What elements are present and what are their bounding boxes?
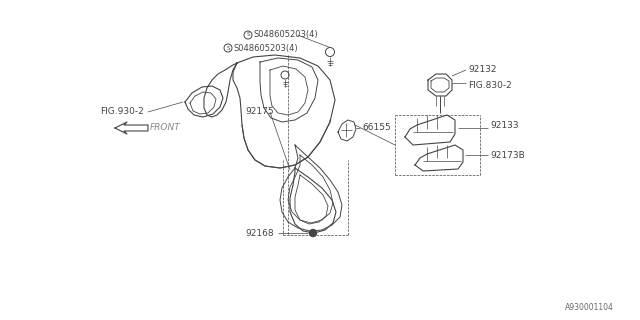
- Text: 92168: 92168: [245, 228, 274, 237]
- Text: S048605203(4): S048605203(4): [253, 30, 317, 39]
- Text: 92173B: 92173B: [490, 150, 525, 159]
- Text: 92132: 92132: [468, 66, 497, 75]
- Text: S: S: [227, 45, 230, 51]
- Text: FIG.830-2: FIG.830-2: [468, 81, 512, 90]
- Text: 92175: 92175: [245, 108, 274, 116]
- Text: 66155: 66155: [362, 124, 391, 132]
- Text: 92133: 92133: [490, 121, 518, 130]
- Text: FRONT: FRONT: [150, 124, 180, 132]
- Text: S048605203(4): S048605203(4): [233, 44, 298, 52]
- Circle shape: [310, 229, 317, 236]
- Text: FIG.930-2: FIG.930-2: [100, 108, 144, 116]
- Text: A930001104: A930001104: [565, 303, 614, 313]
- Text: S: S: [246, 33, 250, 37]
